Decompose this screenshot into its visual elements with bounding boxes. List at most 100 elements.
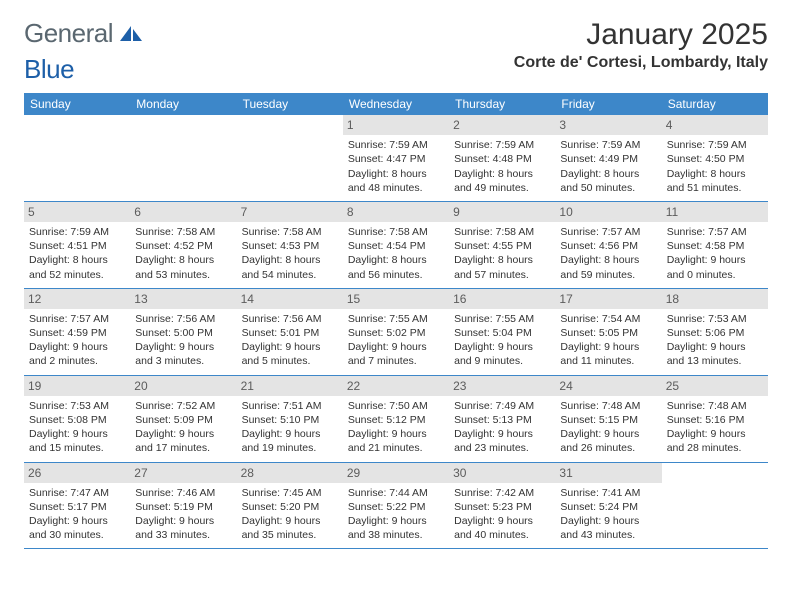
daylight-line-1: Daylight: 9 hours: [667, 253, 763, 267]
sunset-line: Sunset: 4:55 PM: [454, 239, 550, 253]
sunset-line: Sunset: 5:13 PM: [454, 413, 550, 427]
daylight-line-2: and 56 minutes.: [348, 268, 444, 282]
weekday-header: Monday: [130, 93, 236, 115]
daylight-line-1: Daylight: 8 hours: [560, 253, 656, 267]
sunrise-line: Sunrise: 7:59 AM: [667, 138, 763, 152]
day-number: 31: [555, 463, 661, 483]
daylight-line-2: and 7 minutes.: [348, 354, 444, 368]
daylight-line-2: and 5 minutes.: [242, 354, 338, 368]
day-number: 29: [343, 463, 449, 483]
calendar-cell: 29Sunrise: 7:44 AMSunset: 5:22 PMDayligh…: [343, 462, 449, 549]
sunset-line: Sunset: 4:51 PM: [29, 239, 125, 253]
sunrise-line: Sunrise: 7:58 AM: [242, 225, 338, 239]
day-number: 8: [343, 202, 449, 222]
sunset-line: Sunset: 4:49 PM: [560, 152, 656, 166]
daylight-line-1: Daylight: 9 hours: [560, 514, 656, 528]
sunset-line: Sunset: 5:17 PM: [29, 500, 125, 514]
daylight-line-2: and 38 minutes.: [348, 528, 444, 542]
day-number: 3: [555, 115, 661, 135]
day-number: 5: [24, 202, 130, 222]
daylight-line-1: Daylight: 9 hours: [560, 427, 656, 441]
daylight-line-1: Daylight: 9 hours: [348, 427, 444, 441]
daylight-line-1: Daylight: 9 hours: [454, 427, 550, 441]
day-number: 9: [449, 202, 555, 222]
calendar-cell: [130, 115, 236, 201]
calendar-cell: 6 Sunrise: 7:58 AMSunset: 4:52 PMDaylight…: [130, 201, 236, 288]
logo-word2: Blue: [24, 54, 74, 85]
day-number: 30: [449, 463, 555, 483]
calendar-cell: 22Sunrise: 7:50 AMSunset: 5:12 PMDayligh…: [343, 375, 449, 462]
sunset-line: Sunset: 5:01 PM: [242, 326, 338, 340]
calendar-cell: 4Sunrise: 7:59 AMSunset: 4:50 PMDaylight…: [662, 115, 768, 201]
daylight-line-2: and 23 minutes.: [454, 441, 550, 455]
day-number: 6: [130, 202, 236, 222]
day-number: 18: [662, 289, 768, 309]
calendar-row: 26Sunrise: 7:47 AMSunset: 5:17 PMDayligh…: [24, 462, 768, 549]
daylight-line-2: and 54 minutes.: [242, 268, 338, 282]
daylight-line-2: and 52 minutes.: [29, 268, 125, 282]
sunset-line: Sunset: 5:24 PM: [560, 500, 656, 514]
daylight-line-1: Daylight: 9 hours: [242, 340, 338, 354]
calendar-cell: 27Sunrise: 7:46 AMSunset: 5:19 PMDayligh…: [130, 462, 236, 549]
daylight-line-1: Daylight: 9 hours: [667, 340, 763, 354]
sunset-line: Sunset: 5:08 PM: [29, 413, 125, 427]
daylight-line-2: and 26 minutes.: [560, 441, 656, 455]
sunset-line: Sunset: 4:52 PM: [135, 239, 231, 253]
day-number: 11: [662, 202, 768, 222]
daylight-line-1: Daylight: 8 hours: [242, 253, 338, 267]
sunset-line: Sunset: 5:22 PM: [348, 500, 444, 514]
weekday-header: Thursday: [449, 93, 555, 115]
calendar-cell: 5Sunrise: 7:59 AMSunset: 4:51 PMDaylight…: [24, 201, 130, 288]
calendar-cell: 25Sunrise: 7:48 AMSunset: 5:16 PMDayligh…: [662, 375, 768, 462]
daylight-line-1: Daylight: 8 hours: [560, 167, 656, 181]
sunrise-line: Sunrise: 7:48 AM: [667, 399, 763, 413]
daylight-line-2: and 17 minutes.: [135, 441, 231, 455]
sunrise-line: Sunrise: 7:58 AM: [348, 225, 444, 239]
daylight-line-1: Daylight: 9 hours: [29, 340, 125, 354]
daylight-line-2: and 2 minutes.: [29, 354, 125, 368]
daylight-line-2: and 21 minutes.: [348, 441, 444, 455]
calendar-cell: 13Sunrise: 7:56 AMSunset: 5:00 PMDayligh…: [130, 288, 236, 375]
day-number: 24: [555, 376, 661, 396]
day-number: 13: [130, 289, 236, 309]
daylight-line-1: Daylight: 9 hours: [135, 427, 231, 441]
day-number: 19: [24, 376, 130, 396]
calendar-cell: 28Sunrise: 7:45 AMSunset: 5:20 PMDayligh…: [237, 462, 343, 549]
sunset-line: Sunset: 5:15 PM: [560, 413, 656, 427]
daylight-line-2: and 59 minutes.: [560, 268, 656, 282]
day-number: 25: [662, 376, 768, 396]
calendar-cell: 17Sunrise: 7:54 AMSunset: 5:05 PMDayligh…: [555, 288, 661, 375]
sunrise-line: Sunrise: 7:58 AM: [135, 225, 231, 239]
sunrise-line: Sunrise: 7:59 AM: [29, 225, 125, 239]
calendar-cell: 21Sunrise: 7:51 AMSunset: 5:10 PMDayligh…: [237, 375, 343, 462]
daylight-line-2: and 0 minutes.: [667, 268, 763, 282]
sunrise-line: Sunrise: 7:51 AM: [242, 399, 338, 413]
calendar-row: 12Sunrise: 7:57 AMSunset: 4:59 PMDayligh…: [24, 288, 768, 375]
calendar-cell: 1Sunrise: 7:59 AMSunset: 4:47 PMDaylight…: [343, 115, 449, 201]
sunrise-line: Sunrise: 7:54 AM: [560, 312, 656, 326]
calendar-cell: 3 Sunrise: 7:59 AMSunset: 4:49 PMDaylight…: [555, 115, 661, 201]
calendar-cell: [24, 115, 130, 201]
daylight-line-2: and 43 minutes.: [560, 528, 656, 542]
logo-word1: General: [24, 18, 113, 49]
daylight-line-2: and 19 minutes.: [242, 441, 338, 455]
sunrise-line: Sunrise: 7:57 AM: [667, 225, 763, 239]
daylight-line-2: and 57 minutes.: [454, 268, 550, 282]
calendar-cell: 11Sunrise: 7:57 AMSunset: 4:58 PMDayligh…: [662, 201, 768, 288]
calendar-cell: 31Sunrise: 7:41 AMSunset: 5:24 PMDayligh…: [555, 462, 661, 549]
day-number: 28: [237, 463, 343, 483]
daylight-line-2: and 15 minutes.: [29, 441, 125, 455]
weekday-header: Sunday: [24, 93, 130, 115]
sunset-line: Sunset: 4:53 PM: [242, 239, 338, 253]
calendar-row: 1Sunrise: 7:59 AMSunset: 4:47 PMDaylight…: [24, 115, 768, 201]
calendar-body: 1Sunrise: 7:59 AMSunset: 4:47 PMDaylight…: [24, 115, 768, 549]
daylight-line-1: Daylight: 9 hours: [348, 514, 444, 528]
day-number: 7: [237, 202, 343, 222]
daylight-line-1: Daylight: 8 hours: [135, 253, 231, 267]
day-number: 17: [555, 289, 661, 309]
daylight-line-1: Daylight: 9 hours: [135, 340, 231, 354]
calendar-cell: 16Sunrise: 7:55 AMSunset: 5:04 PMDayligh…: [449, 288, 555, 375]
sunrise-line: Sunrise: 7:59 AM: [560, 138, 656, 152]
sunset-line: Sunset: 5:19 PM: [135, 500, 231, 514]
day-number: 10: [555, 202, 661, 222]
